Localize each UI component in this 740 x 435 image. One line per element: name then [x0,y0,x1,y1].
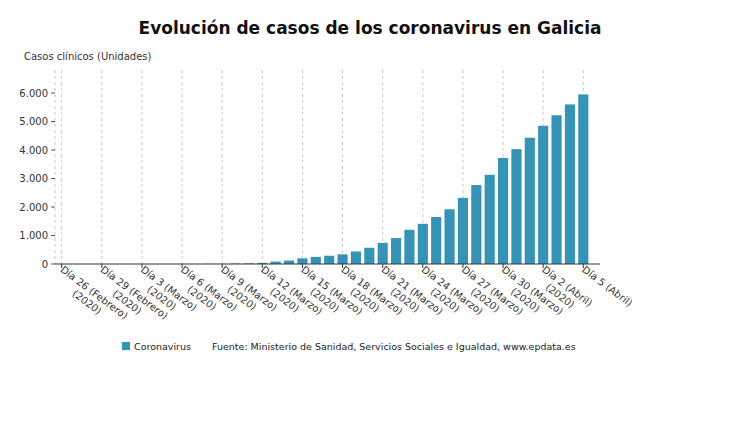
y-tick [51,121,55,122]
y-tick [51,235,55,236]
x-axis [55,264,600,265]
y-tick [51,178,55,179]
y-tick-label: 4.000 [19,145,48,156]
grid-line [182,70,183,264]
bar [551,115,561,264]
x-tick-label-line: (2020) [111,288,144,317]
y-tick-label: 6.000 [19,88,48,99]
bar [458,198,468,264]
bar [364,248,374,264]
y-tick-label: 5.000 [19,116,48,127]
grid-line [61,70,62,264]
y-axis-label: Casos clínicos (Unidades) [24,51,152,62]
bar [485,175,495,264]
bar [538,126,548,264]
bars [150,94,588,264]
bar [311,257,321,264]
grid-line [101,70,102,264]
grid-line [55,70,56,264]
bar [565,104,575,264]
x-tick-label-line: (2020) [509,286,542,315]
x-tick-label-line: (2020) [348,286,381,315]
y-tick [51,93,55,94]
x-tick-label-line: (2020) [308,286,341,315]
title: Evolución de casos de los coronavirus en… [139,18,602,38]
x-tick-label-line: (2020) [543,281,576,310]
bar [391,238,401,264]
bar [498,158,508,264]
bar [444,209,454,264]
y-tick-label: 0 [42,259,48,270]
x-tick-label: Día 5 (Abril) [580,264,635,309]
bar [337,254,347,264]
y-tick-label: 1.000 [19,230,48,241]
chart: Evolución de casos de los coronavirus en… [0,0,740,435]
legend-marker [122,342,130,350]
x-tick-label-line: (2020) [268,286,301,315]
bar [351,251,361,264]
bar [525,138,535,264]
bar [418,224,428,264]
grid-line [382,70,383,264]
bar [378,243,388,264]
bar [284,261,294,264]
legend-label: Coronavirus [134,341,191,352]
x-tick-label-line: Día 5 (Abril) [580,264,635,309]
grid-line [262,70,263,264]
x-tick-label-line: (2020) [70,288,103,317]
y-tick-label: 3.000 [19,173,48,184]
bar [324,256,334,264]
x-tick-label-line: (2020) [388,286,421,315]
x-tick-label-line: (2020) [429,286,462,315]
bar [471,185,481,264]
y-tick [51,264,55,265]
grid-line [302,70,303,264]
source: Fuente: Ministerio de Sanidad, Servicios… [212,341,576,352]
bar [511,149,521,264]
y-tick-label: 2.000 [19,202,48,213]
grid-line [342,70,343,264]
y-tick [51,207,55,208]
bar [431,217,441,264]
x-tick-label-line: (2020) [145,284,178,313]
grid-line [222,70,223,264]
x-tick-label-line: (2020) [469,286,502,315]
bar [578,94,588,264]
x-tick-label-line: (2020) [185,284,218,313]
grid-line [141,70,142,264]
bar [404,230,414,264]
x-tick-label-group: Día 5 (Abril) [580,264,635,309]
y-tick [51,150,55,151]
x-tick-label-line: (2020) [225,284,258,313]
